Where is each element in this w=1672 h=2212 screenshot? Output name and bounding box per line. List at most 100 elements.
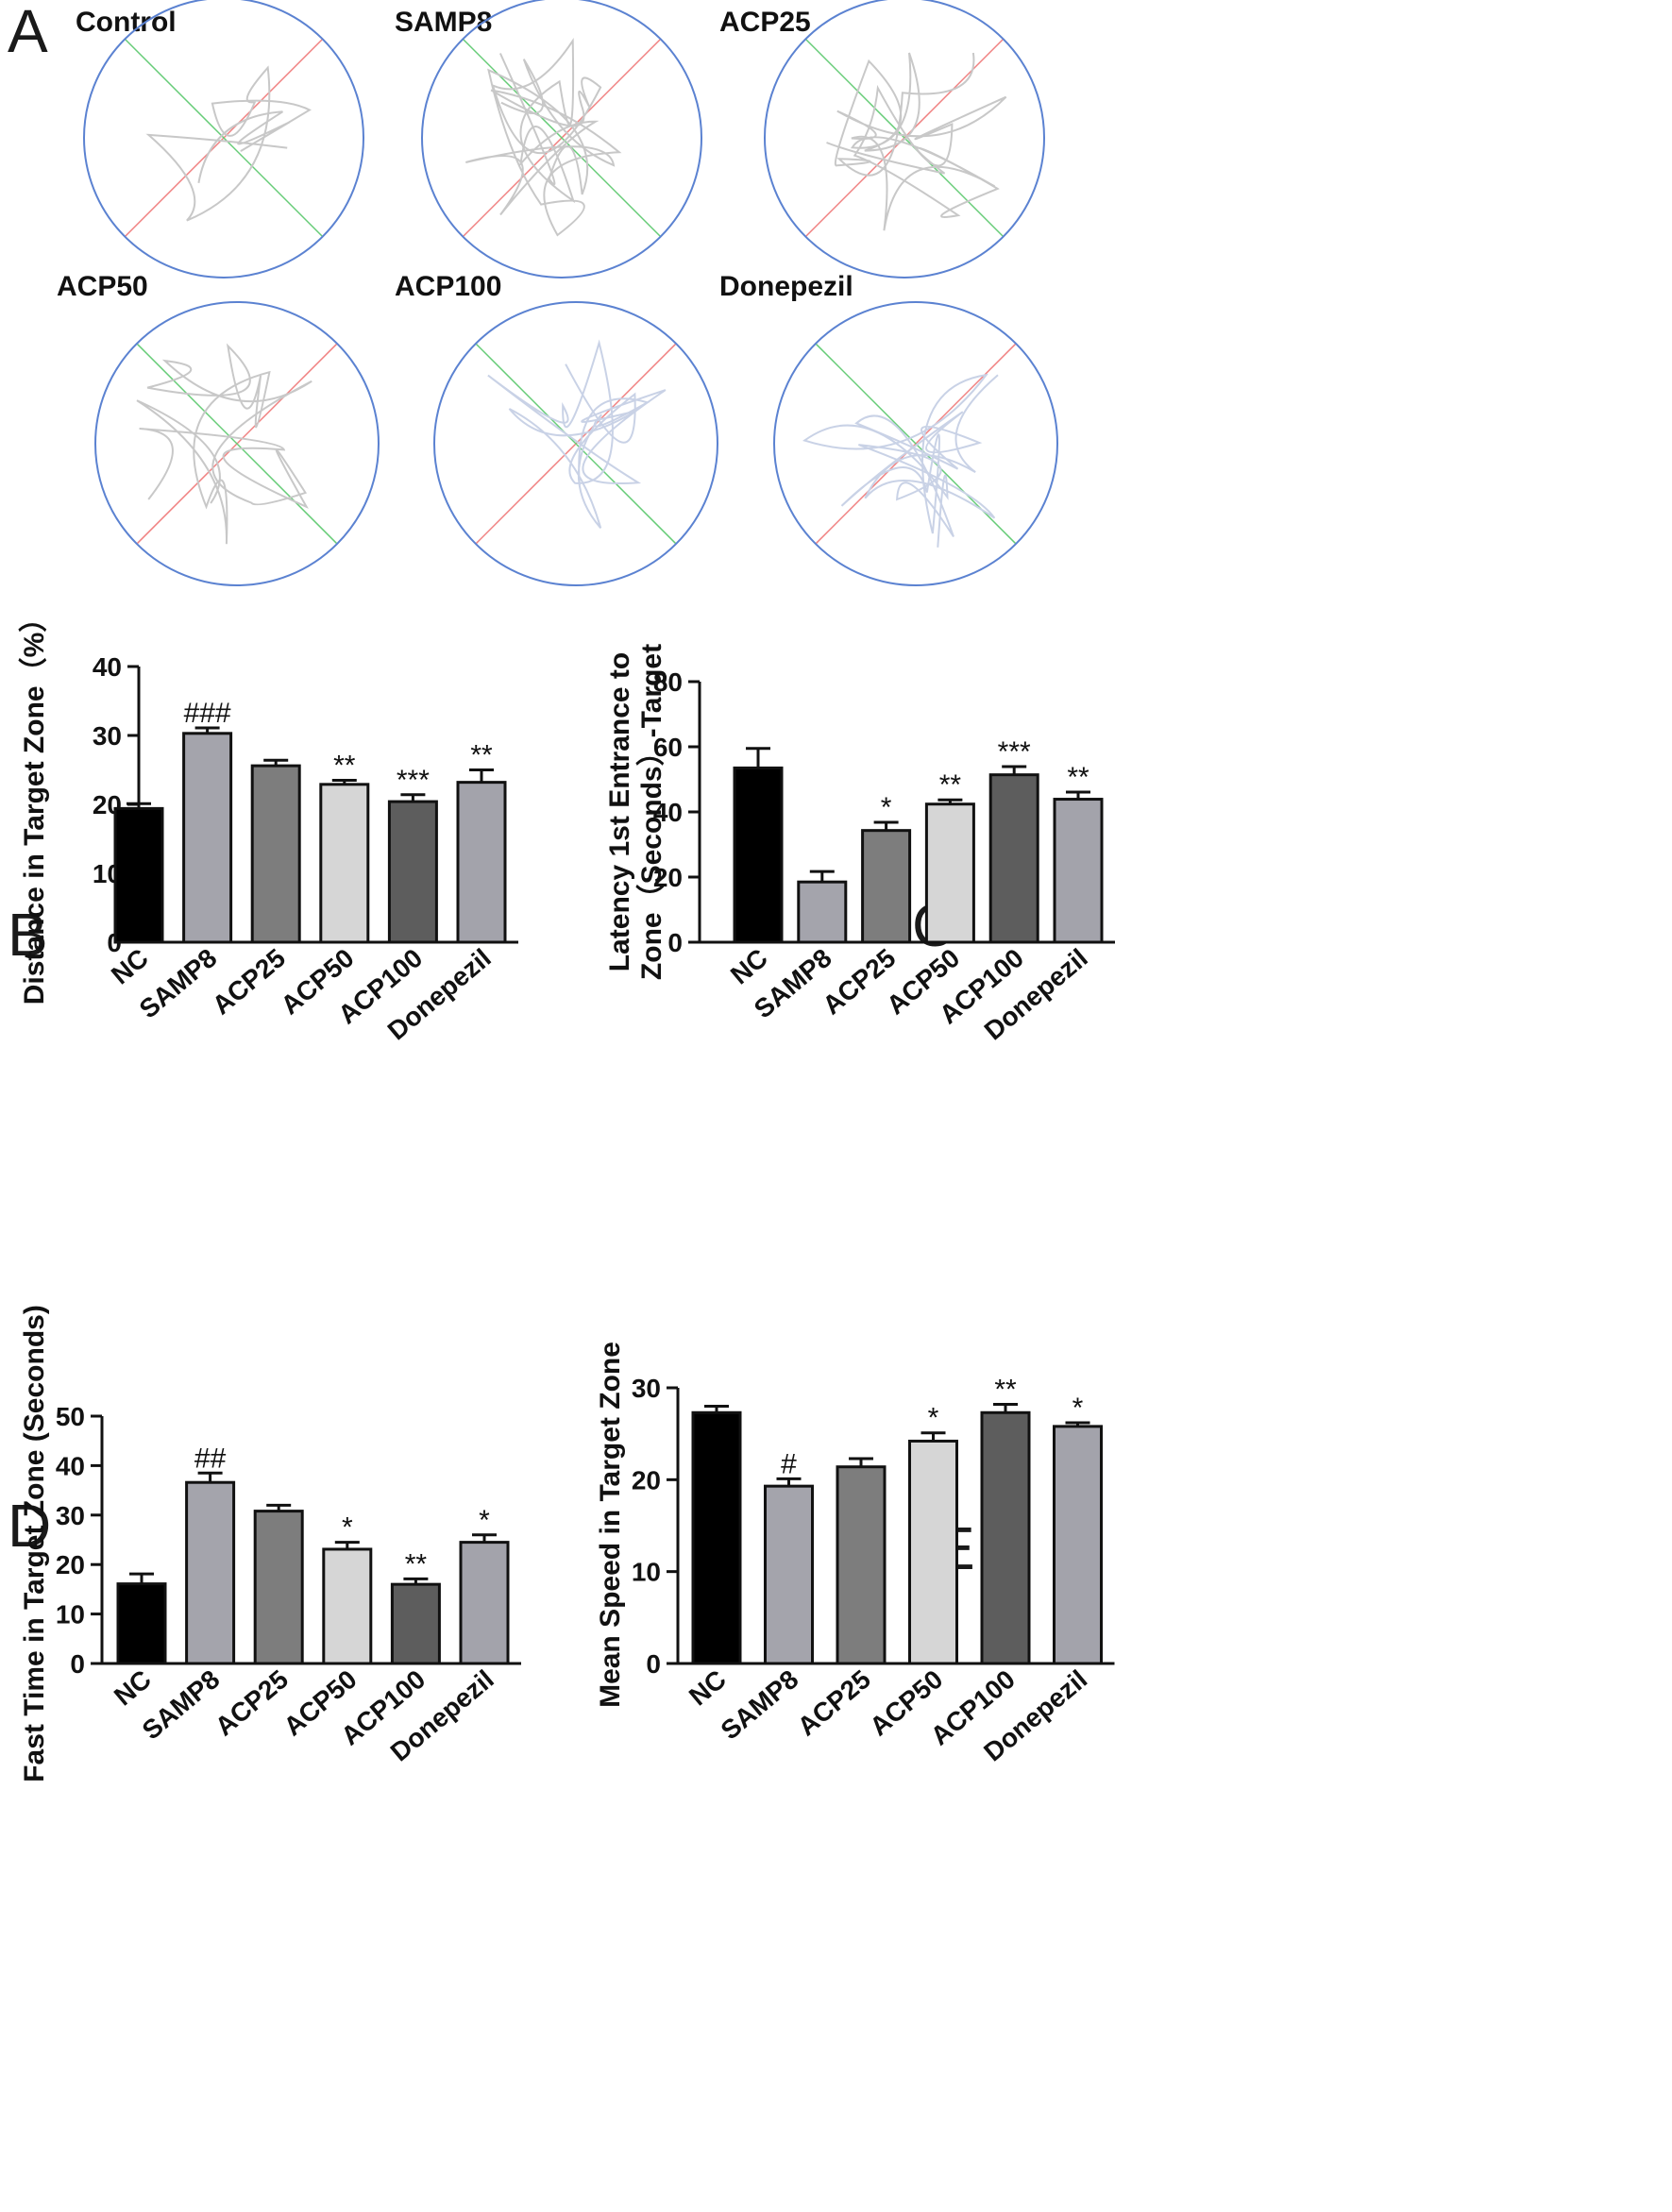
track-label: SAMP8: [395, 7, 492, 38]
bar-acp100: [980, 1410, 1031, 1665]
quadrant-line-green: [462, 38, 662, 238]
track-acp25: ACP25: [719, 0, 1045, 279]
bar-donepezil: [459, 1541, 510, 1665]
bar-samp8: [185, 1480, 236, 1665]
significance-label: ***: [998, 736, 1031, 768]
bar-acp100: [390, 1582, 441, 1665]
panel-letter-b: B: [8, 901, 48, 969]
significance-label: #: [781, 1448, 797, 1479]
swim-path: [145, 65, 312, 222]
pool-circle: [764, 0, 1045, 279]
y-axis-title: Distance in Target Zone（%）: [18, 604, 50, 1005]
swim-path: [465, 37, 622, 237]
bar-nc: [113, 806, 164, 944]
x-category-label: SAMP8: [137, 1664, 226, 1746]
track-donepezil: Donepezil: [719, 271, 1058, 586]
quadrant-line-green: [124, 38, 324, 238]
y-tick-label: 10: [632, 1558, 661, 1587]
significance-label: **: [939, 769, 962, 801]
significance-label: **: [333, 750, 356, 781]
bar-nc: [691, 1410, 742, 1665]
x-category-label: ACP25: [210, 1664, 294, 1742]
pool-circle: [94, 301, 380, 586]
y-tick-label: 0: [667, 928, 683, 957]
significance-label: **: [470, 740, 493, 771]
track-label: ACP50: [57, 271, 148, 302]
y-tick-label: 30: [632, 1374, 661, 1403]
pool-circle: [433, 301, 718, 586]
quadrant-line-green: [136, 343, 338, 545]
track-label: Donepezil: [719, 271, 853, 302]
bar-donepezil: [456, 781, 507, 944]
y-tick-label: 0: [646, 1649, 661, 1679]
quadrant-line-green: [804, 38, 1005, 238]
bar-acp100: [988, 773, 1039, 944]
y-tick-label: 20: [632, 1465, 661, 1494]
x-category-label: NC: [684, 1664, 732, 1712]
swim-path: [487, 339, 667, 529]
panel-letter-d: D: [8, 1492, 51, 1560]
bar-acp50: [322, 1547, 373, 1665]
track-acp100: ACP100: [395, 271, 718, 586]
bar-acp25: [861, 829, 912, 944]
bar-acp100: [387, 800, 438, 944]
quadrant-line-green: [475, 343, 677, 545]
y-tick-label: 40: [56, 1451, 85, 1480]
bar-acp50: [319, 783, 370, 944]
panel-letter-a: A: [8, 0, 48, 65]
x-category-label: NC: [725, 943, 773, 990]
swim-path: [136, 343, 312, 545]
significance-label: *: [928, 1403, 939, 1434]
y-axis-title: Fast Time in Target Zone (Seconds): [19, 1305, 50, 1782]
significance-label: ###: [184, 698, 231, 729]
y-tick-label: 0: [70, 1649, 85, 1679]
bar-acp25: [836, 1465, 887, 1665]
bar-acp25: [253, 1510, 304, 1665]
significance-label: **: [1067, 762, 1089, 793]
y-tick-label: 30: [93, 721, 122, 751]
significance-label: ##: [194, 1443, 227, 1474]
y-tick-label: 40: [653, 798, 683, 827]
track-samp8: SAMP8: [395, 0, 702, 279]
track-label: ACP25: [719, 7, 811, 38]
x-category-label: NC: [109, 1664, 157, 1712]
y-tick-label: 80: [653, 667, 683, 697]
y-tick-label: 30: [56, 1501, 85, 1530]
swim-path: [802, 373, 999, 548]
significance-label: **: [405, 1548, 428, 1579]
bar-acp50: [908, 1439, 958, 1665]
panel-b-chart: B 010203040Distance in Target Zone（%）NC#…: [8, 604, 518, 1046]
bar-nc: [116, 1582, 167, 1665]
significance-label: *: [342, 1512, 353, 1544]
bar-samp8: [764, 1484, 814, 1665]
x-category-label: SAMP8: [716, 1664, 804, 1746]
y-axis-title-line2: Zone（Seconds）-Target: [635, 644, 667, 980]
track-control: Control: [76, 0, 364, 279]
pool-circle: [83, 0, 364, 279]
y-tick-label: 40: [93, 652, 122, 682]
significance-label: *: [1072, 1393, 1084, 1424]
x-category-label: ACP25: [792, 1664, 876, 1742]
y-axis-title: Mean Speed in Target Zone: [595, 1342, 626, 1708]
track-acp50: ACP50: [57, 271, 380, 586]
y-axis-title-line1: Latency 1st Entrance to: [604, 652, 635, 971]
bar-donepezil: [1053, 1425, 1103, 1665]
significance-label: *: [881, 792, 892, 823]
bar-nc: [733, 766, 784, 944]
significance-label: *: [479, 1505, 490, 1536]
bar-samp8: [182, 732, 233, 944]
x-category-label: SAMP8: [134, 943, 223, 1024]
y-tick-label: 10: [56, 1600, 85, 1629]
pool-circle: [421, 0, 702, 279]
bar-donepezil: [1053, 798, 1104, 944]
y-tick-label: 20: [653, 863, 683, 892]
bar-acp25: [250, 764, 301, 944]
panel-a-tracks: A Control SAMP8 ACP25 ACP50 ACP100 Donepezil: [8, 0, 1058, 586]
significance-label: ***: [397, 765, 430, 796]
track-label: Control: [76, 7, 177, 38]
x-category-label: ACP25: [207, 943, 291, 1021]
significance-label: **: [994, 1375, 1017, 1406]
